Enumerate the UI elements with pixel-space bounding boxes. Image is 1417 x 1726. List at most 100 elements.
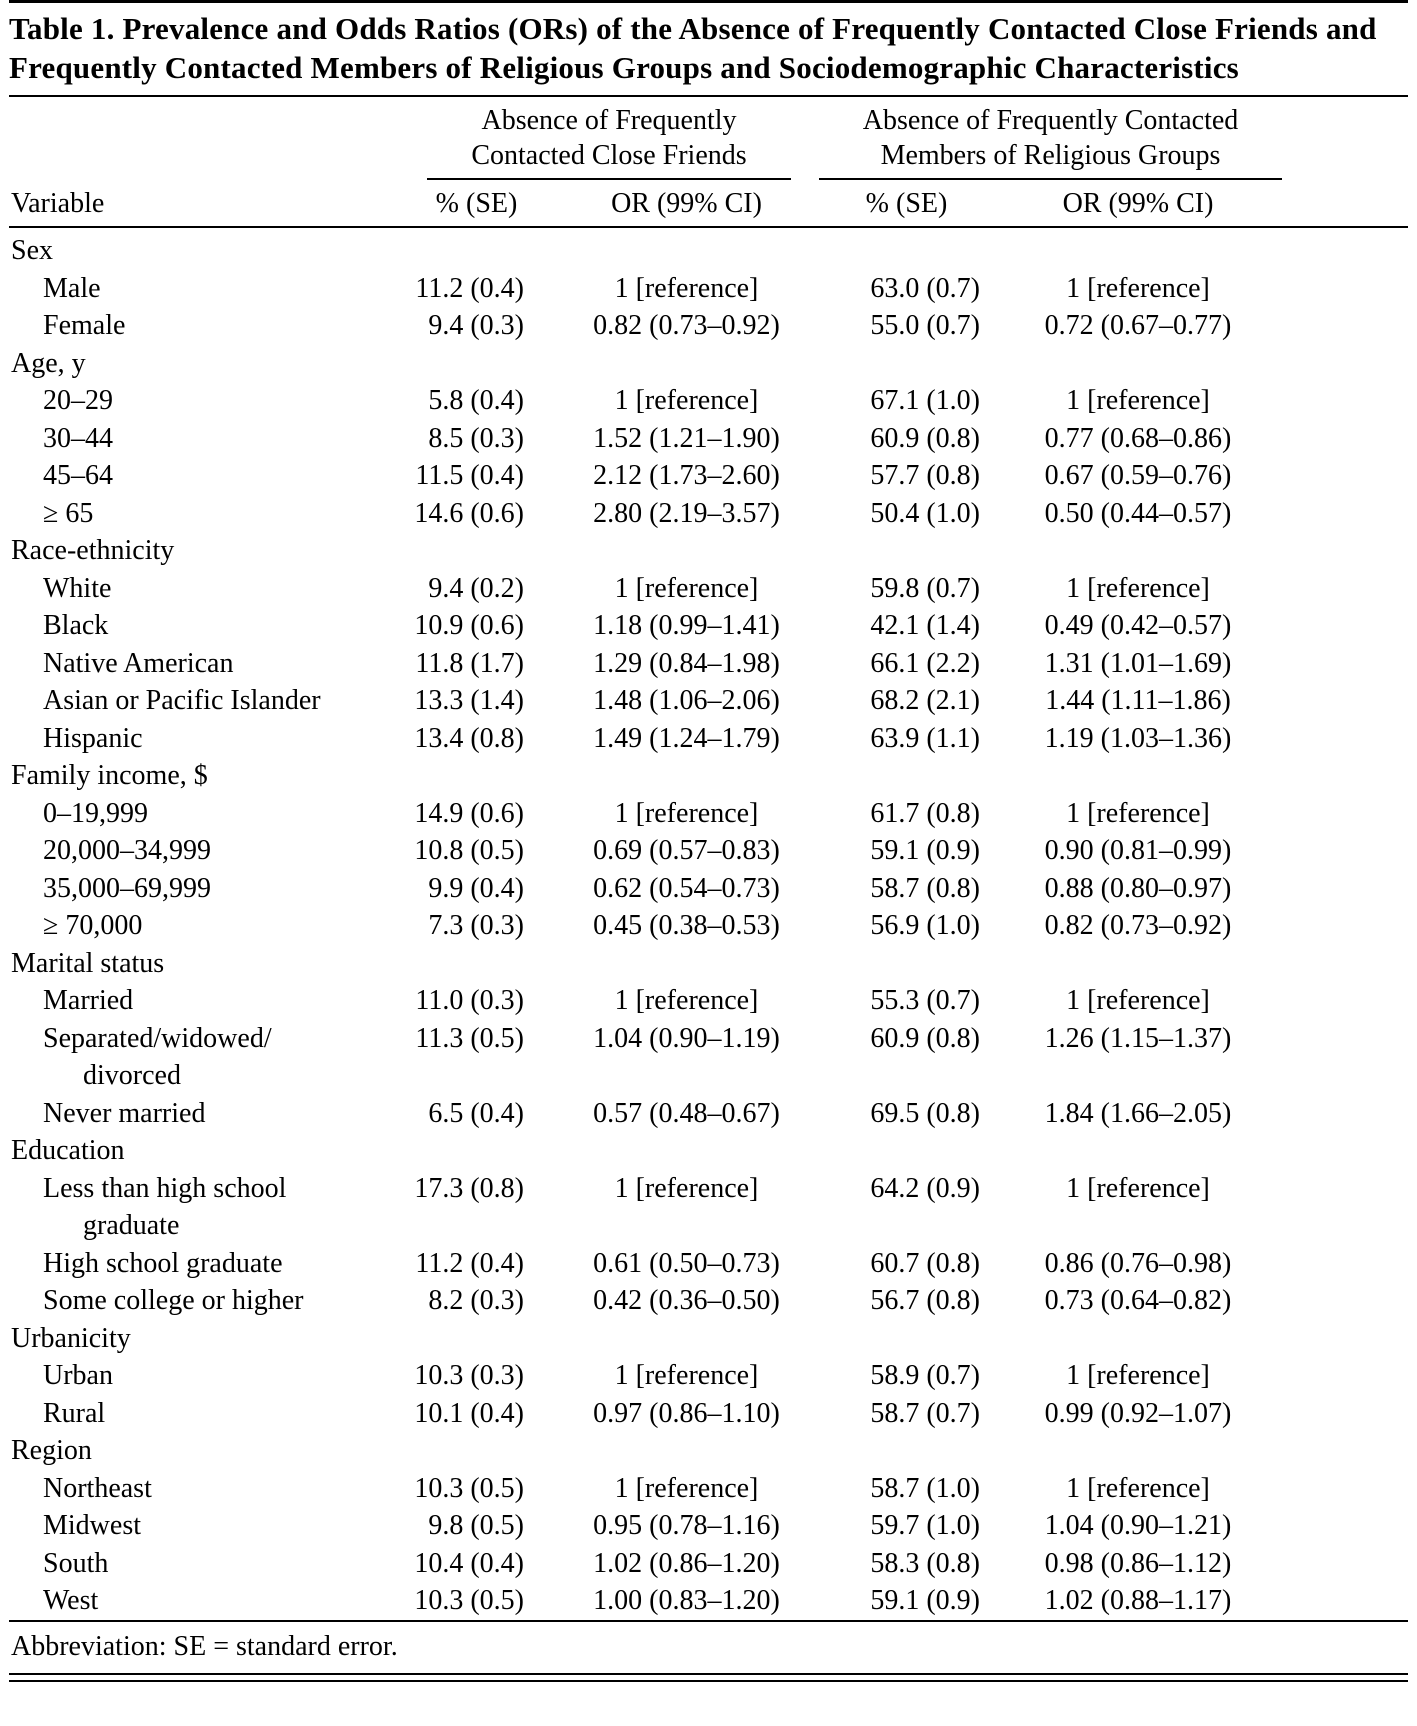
section-label: Region	[11, 1435, 92, 1466]
value-cell: 60.9 (0.8)	[870, 422, 980, 454]
value-cell	[994, 345, 1408, 383]
section-row: Race-ethnicity	[9, 532, 1408, 570]
row-label: ≥ 70,000	[43, 910, 143, 941]
value-cell: 1.29 (0.84–1.98)	[593, 647, 780, 679]
value-cell: 0.99 (0.92–1.07)	[1044, 1397, 1232, 1429]
value-cell: 1 [reference]	[614, 1472, 759, 1504]
value-cell: 11.0 (0.3)	[415, 985, 524, 1016]
value-cell	[819, 1432, 994, 1470]
section-label: Urbanicity	[11, 1322, 131, 1354]
value-cell: 1.02 (0.88–1.17)	[994, 1582, 1408, 1622]
value-cell: 17.3 (0.8)	[414, 1172, 524, 1204]
table-row: Never married 6.5 (0.4) 0.57 (0.48–0.67) 69…	[9, 1095, 1408, 1133]
table-row: Rural 10.1 (0.4) 0.97 (0.86–1.10) 58.7 (0.7…	[9, 1395, 1408, 1433]
section-label: Marital status	[11, 947, 165, 979]
value-cell: 1 [reference]	[614, 272, 759, 304]
column-header-variable: Variable	[9, 180, 399, 228]
row-label: Urban	[43, 1360, 113, 1391]
section-label: Sex	[11, 235, 53, 266]
column-header-or-ci-2: OR (99% CI)	[994, 180, 1408, 228]
value-cell: 0.86 (0.76–0.98)	[1044, 1247, 1232, 1279]
value-cell: 1 [reference]	[1066, 985, 1210, 1016]
value-cell: 14.9 (0.6)	[414, 797, 524, 829]
table-row: ≥ 65 14.6 (0.6) 2.80 (2.19–3.57) 50.4 (1.0)…	[9, 495, 1408, 533]
value-cell	[399, 1132, 554, 1170]
table-row: 0–19,999 14.9 (0.6) 1 [reference] 61.7 (0.8…	[9, 795, 1408, 833]
row-label: Native American	[43, 647, 234, 679]
row-label: ≥ 65	[43, 497, 94, 529]
value-cell	[399, 1320, 554, 1358]
value-cell	[554, 1132, 819, 1170]
value-cell: 58.7 (1.0)	[870, 1472, 980, 1504]
value-cell	[819, 227, 994, 270]
value-cell	[994, 945, 1408, 983]
value-cell: 0.69 (0.57–0.83)	[593, 835, 780, 866]
value-cell: 1 [reference]	[614, 1172, 759, 1204]
group-header-spacer	[9, 96, 399, 180]
row-label: 35,000–69,999	[43, 872, 211, 904]
value-cell	[819, 945, 994, 983]
row-label: Never married	[43, 1097, 206, 1129]
table-row: Midwest 9.8 (0.5) 0.95 (0.78–1.16) 59.7 (1.…	[9, 1507, 1408, 1545]
value-cell: 1.48 (1.06–2.06)	[593, 685, 780, 716]
value-cell: 55.0 (0.7)	[870, 310, 980, 341]
data-table: Absence of Frequently Contacted Close Fr…	[9, 95, 1408, 1622]
value-cell: 61.7 (0.8)	[870, 797, 980, 829]
value-cell: 1 [reference]	[1066, 385, 1210, 416]
value-cell: 1.31 (1.01–1.69)	[1044, 647, 1232, 679]
value-cell: 8.5 (0.3)	[428, 422, 524, 454]
value-cell: 1 [reference]	[614, 1360, 759, 1391]
value-cell: 59.1 (0.9)	[819, 1582, 994, 1622]
value-cell: 0.72 (0.67–0.77)	[1044, 310, 1232, 341]
value-cell: 0.45 (0.38–0.53)	[593, 910, 780, 941]
row-label: 45–64	[43, 460, 113, 491]
value-cell: 0.42 (0.36–0.50)	[593, 1285, 780, 1316]
value-cell: 9.9 (0.4)	[428, 872, 524, 904]
top-rule	[9, 0, 1408, 3]
value-cell: 66.1 (2.2)	[870, 647, 980, 679]
column-header-or-ci-1: OR (99% CI)	[554, 180, 819, 228]
value-cell: 10.3 (0.5)	[414, 1472, 524, 1504]
value-cell: 1 [reference]	[614, 572, 759, 604]
value-cell: 59.8 (0.7)	[870, 572, 980, 604]
value-cell	[819, 1132, 994, 1170]
value-cell	[554, 1320, 819, 1358]
value-cell: 1 [reference]	[1066, 272, 1210, 304]
table-row: Female 9.4 (0.3) 0.82 (0.73–0.92) 55.0 (0.7…	[9, 307, 1408, 345]
value-cell: 1.04 (0.90–1.21)	[1044, 1510, 1232, 1541]
value-cell: 10.3 (0.5)	[399, 1582, 554, 1622]
row-label: White	[43, 572, 112, 604]
table-row: South 10.4 (0.4) 1.02 (0.86–1.20) 58.3 (0.8…	[9, 1545, 1408, 1583]
value-cell: 1 [reference]	[1066, 1172, 1210, 1204]
table-row: Hispanic 13.4 (0.8) 1.49 (1.24–1.79) 63.9 (…	[9, 720, 1408, 758]
value-cell: 1.00 (0.83–1.20)	[554, 1582, 819, 1622]
value-cell: 1.02 (0.86–1.20)	[593, 1547, 780, 1579]
row-label: Northeast	[43, 1472, 152, 1504]
value-cell	[819, 1320, 994, 1358]
value-cell: 11.2 (0.4)	[415, 1247, 524, 1279]
value-cell: 67.1 (1.0)	[870, 385, 980, 416]
value-cell: 0.90 (0.81–0.99)	[1044, 835, 1232, 866]
table-row: Some college or higher 8.2 (0.3) 0.42 (0.3…	[9, 1282, 1408, 1320]
value-cell	[554, 945, 819, 983]
value-cell	[399, 945, 554, 983]
value-cell: 42.1 (1.4)	[870, 610, 980, 641]
bottom-rule	[9, 1672, 1408, 1682]
value-cell: 58.7 (0.7)	[870, 1397, 980, 1429]
value-cell: 57.7 (0.8)	[870, 460, 980, 491]
value-cell: 0.62 (0.54–0.73)	[593, 872, 780, 904]
value-cell: 2.12 (1.73–2.60)	[593, 460, 780, 491]
value-cell: 8.2 (0.3)	[428, 1285, 524, 1316]
value-cell	[399, 532, 554, 570]
row-label: Asian or Pacific Islander	[43, 685, 321, 716]
value-cell	[554, 227, 819, 270]
section-label: Education	[11, 1135, 125, 1166]
value-cell: 59.7 (1.0)	[870, 1510, 980, 1541]
value-cell: 1.52 (1.21–1.90)	[593, 422, 780, 454]
value-cell	[994, 532, 1408, 570]
row-label: Separated/widowed/divorced	[43, 1022, 272, 1092]
table-row: West 10.3 (0.5) 1.00 (0.83–1.20) 59.1 (0.9)…	[9, 1582, 1408, 1622]
value-cell: 50.4 (1.0)	[870, 497, 980, 529]
row-label: Hispanic	[43, 722, 143, 754]
value-cell: 1 [reference]	[1066, 572, 1210, 604]
